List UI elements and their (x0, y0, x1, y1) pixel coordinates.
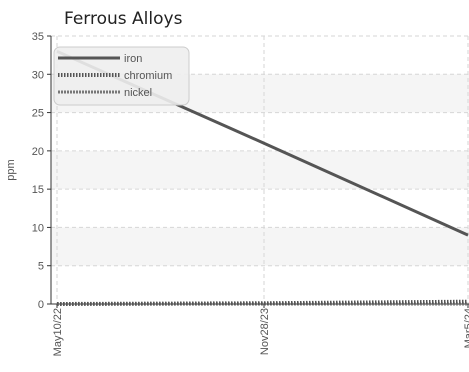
x-tick-label: May10/22 (52, 308, 64, 356)
y-axis-label: ppm (5, 159, 17, 180)
x-tick-labels: May10/22 Nov28/23 Mar5/24 (52, 308, 469, 356)
legend-label-chromium: chromium (124, 70, 172, 82)
legend-label-nickel: nickel (124, 87, 152, 99)
y-tick-label: 5 (38, 261, 44, 273)
y-tick-label: 10 (32, 222, 44, 234)
legend-label-iron: iron (124, 53, 142, 65)
y-tick-label: 30 (32, 69, 44, 81)
series-line-chromium (56, 299, 469, 306)
y-tick-label: 15 (32, 184, 44, 196)
y-tick-label: 0 (38, 299, 44, 311)
legend-box (53, 46, 190, 106)
x-tick-label: Mar5/24 (463, 308, 469, 348)
legend: iron chromium nickel (53, 46, 190, 106)
y-tick-label: 35 (32, 31, 44, 43)
y-tick-label: 25 (32, 108, 44, 120)
plot-band (51, 150, 469, 190)
plot-band (51, 227, 469, 266)
y-tick-label: 20 (32, 146, 44, 158)
chart-title: Ferrous Alloys (64, 9, 183, 29)
x-tick-label: Nov28/23 (259, 308, 271, 355)
y-tick-labels: 0 5 10 15 20 25 30 35 (32, 31, 44, 311)
